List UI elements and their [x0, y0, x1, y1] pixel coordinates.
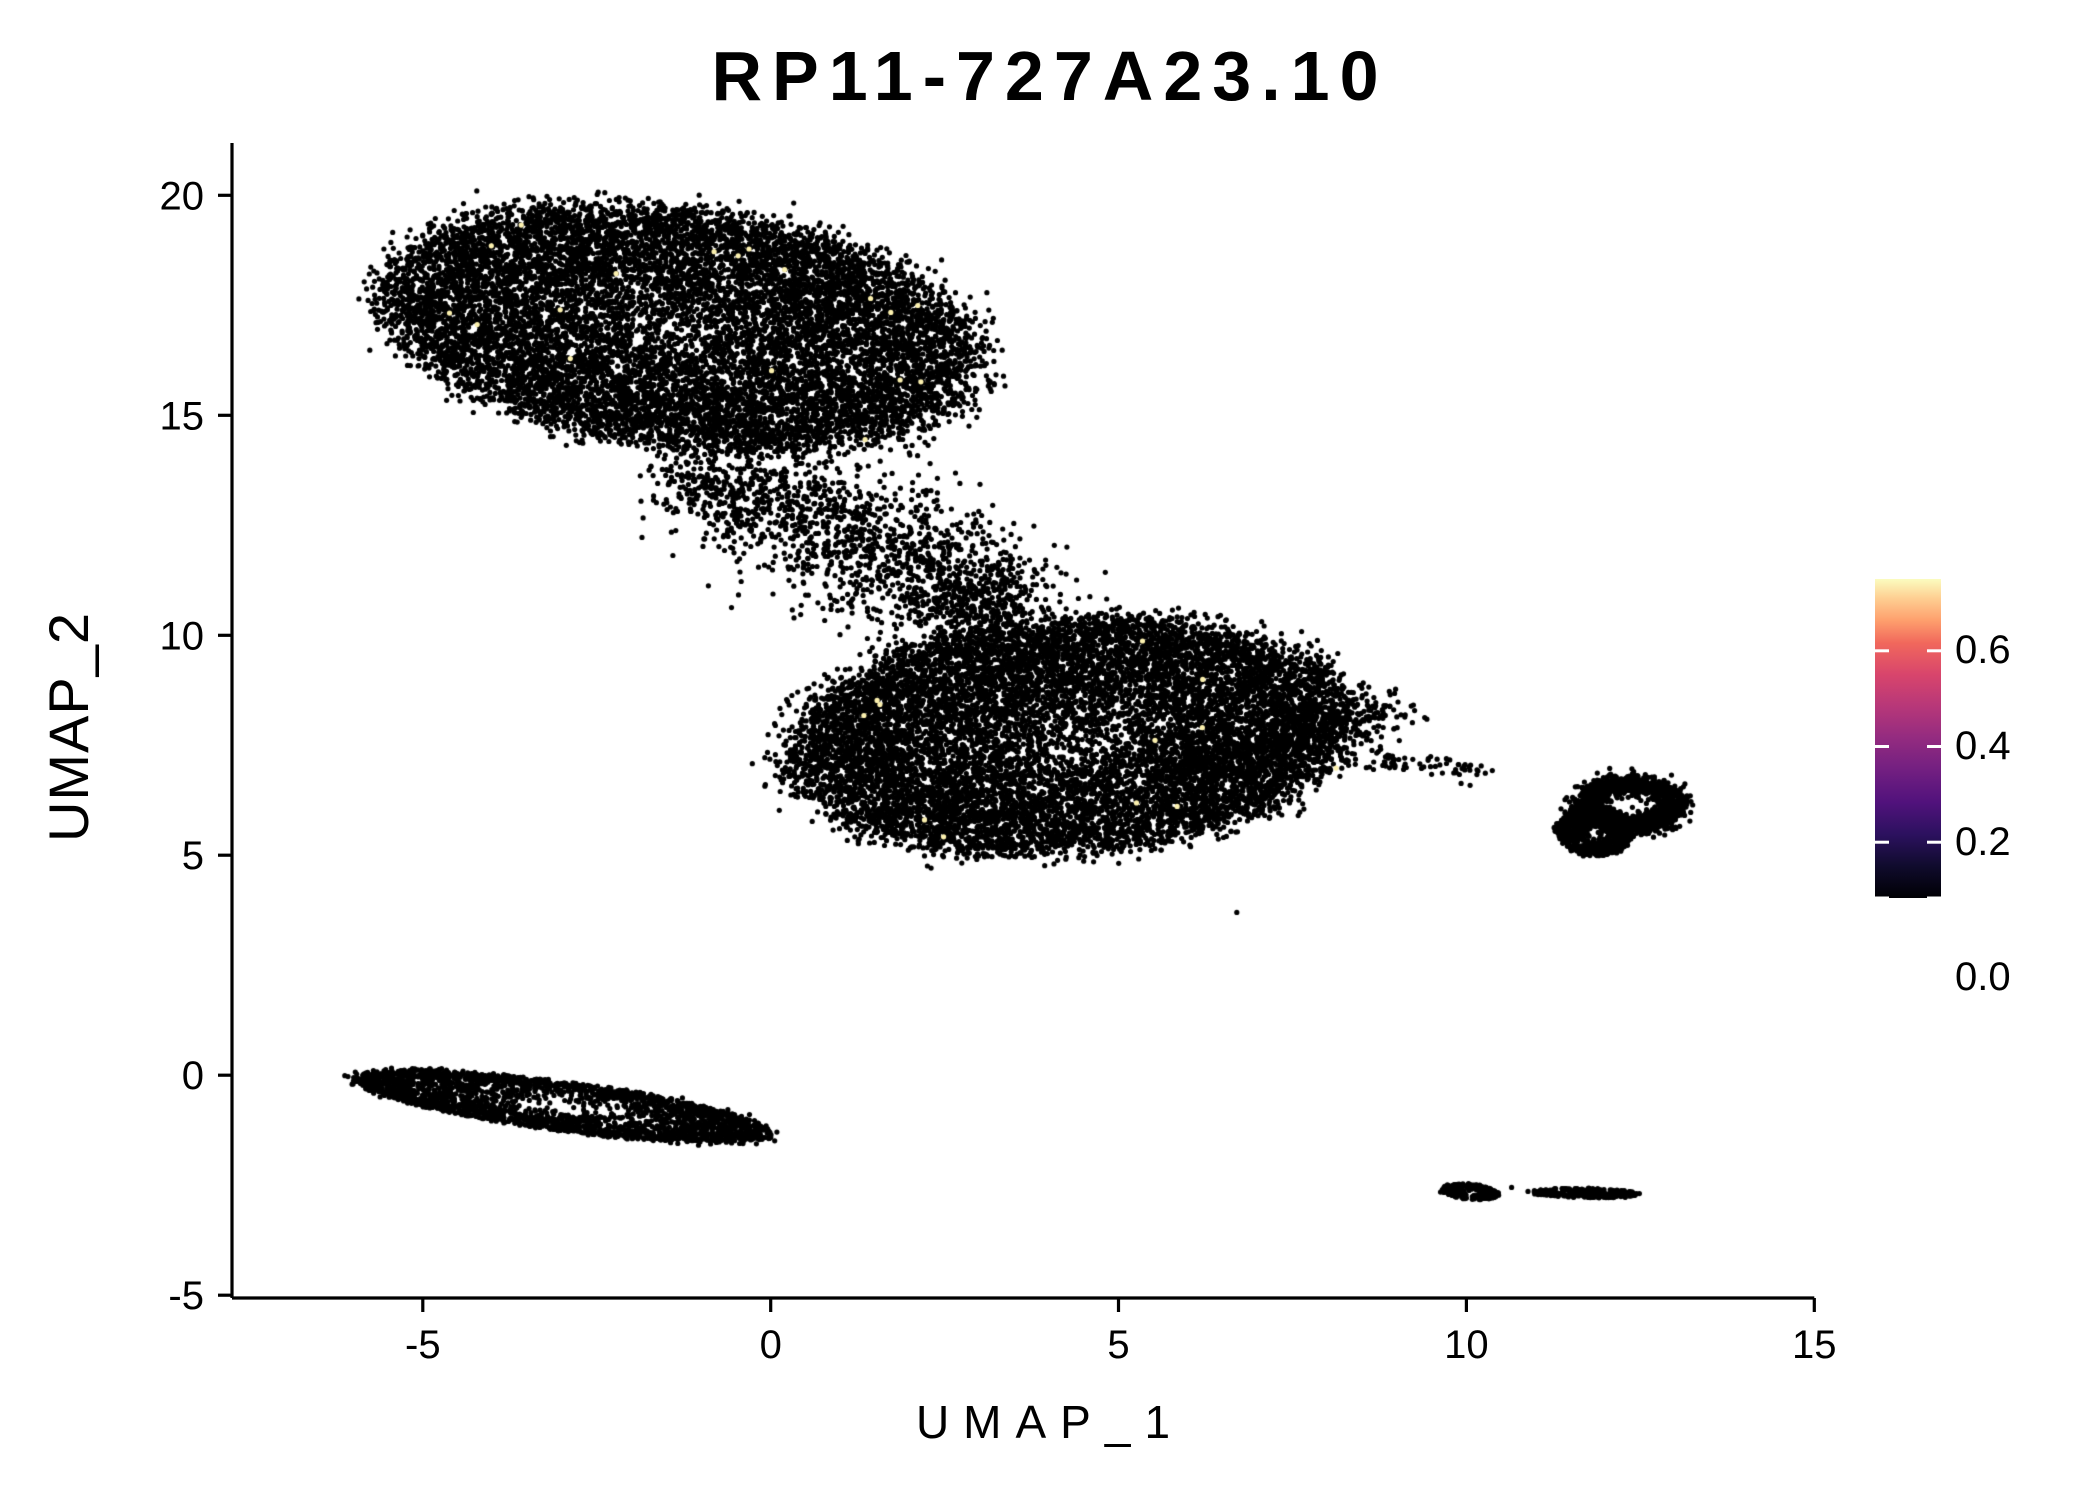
- svg-text:-5: -5: [168, 1274, 204, 1318]
- svg-text:0: 0: [182, 1054, 204, 1098]
- svg-text:10: 10: [160, 614, 205, 658]
- svg-text:-5: -5: [405, 1323, 441, 1367]
- svg-text:5: 5: [182, 834, 204, 878]
- svg-text:15: 15: [160, 394, 205, 438]
- svg-text:0: 0: [760, 1323, 782, 1367]
- svg-text:20: 20: [160, 174, 205, 218]
- svg-text:5: 5: [1107, 1323, 1129, 1367]
- svg-text:10: 10: [1444, 1323, 1489, 1367]
- svg-text:15: 15: [1792, 1323, 1837, 1367]
